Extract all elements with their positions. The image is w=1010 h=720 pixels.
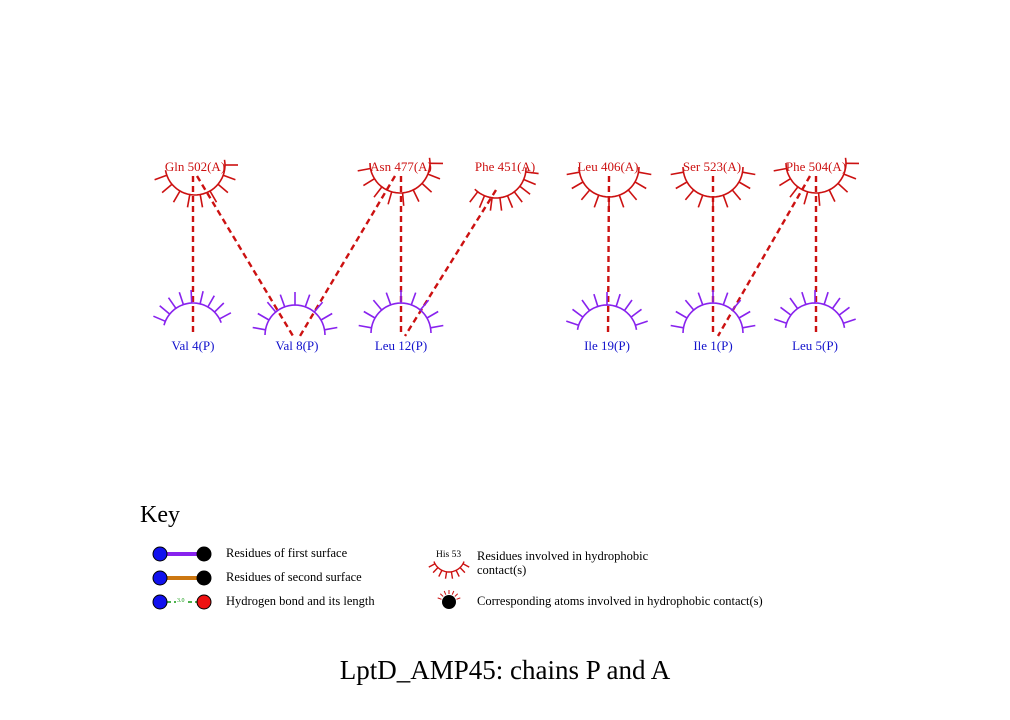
residue-label-a-2: Phe 451(A) bbox=[474, 159, 536, 174]
key-label-hydrogen-bond: Hydrogen bond and its length bbox=[226, 594, 375, 608]
residue-label-a-1: Asn 477(A) bbox=[370, 159, 432, 174]
key-label-second-surface: Residues of second surface bbox=[226, 570, 362, 584]
key-title: Key bbox=[140, 502, 180, 528]
hydrophobic-residue-icon bbox=[428, 561, 470, 579]
residue-label-a-4: Ser 523(A) bbox=[682, 159, 742, 174]
residue-arc-p-1 bbox=[252, 292, 338, 336]
residue-label-p-2: Leu 12(P) bbox=[374, 338, 428, 353]
chain-p-arcs bbox=[153, 289, 856, 336]
residue-label-p-4: Ile 1(P) bbox=[693, 338, 733, 353]
hydrophobic-contact-line bbox=[716, 175, 812, 337]
residue-label-a-3: Leu 406(A) bbox=[577, 159, 639, 174]
residue-arc-a-3 bbox=[566, 166, 652, 210]
diagram-title: LptD_AMP45: chains P and A bbox=[339, 655, 671, 685]
residue-arc-a-2 bbox=[469, 167, 539, 211]
key-icons bbox=[152, 546, 470, 610]
residue-arc-p-2 bbox=[358, 290, 444, 334]
hydrophobic-contact-line bbox=[403, 189, 498, 337]
residue-arc-p-3 bbox=[566, 292, 648, 330]
residue-arc-a-5 bbox=[773, 157, 860, 206]
first-surface-bond-icon bbox=[152, 546, 212, 562]
residue-arc-p-5 bbox=[774, 290, 856, 328]
residue-label-a-0: Gln 502(A) bbox=[164, 159, 226, 174]
residue-label-a-5: Phe 504(A) bbox=[785, 159, 847, 174]
residue-label-p-0: Val 4(P) bbox=[171, 338, 215, 353]
hydrophobic-contact-line bbox=[606, 175, 611, 337]
residue-arc-a-1 bbox=[357, 157, 444, 206]
key-label-hydrophobic-atom: Corresponding atoms involved in hydropho… bbox=[477, 594, 763, 608]
key-example-residue: His 53 bbox=[436, 550, 462, 560]
hydrophobic-atom-icon bbox=[437, 590, 461, 609]
residue-label-p-3: Ile 19(P) bbox=[584, 338, 630, 353]
key-label-hydrophobic-residue: Residues involved in hydrophobic contact… bbox=[477, 549, 649, 578]
key-bond-length: 3.0 bbox=[176, 598, 186, 604]
key-label-first-surface: Residues of first surface bbox=[226, 546, 348, 560]
hydrophobic-contact-line bbox=[195, 175, 295, 337]
contact-lines bbox=[191, 175, 818, 337]
chain-a-arcs bbox=[154, 157, 860, 211]
residue-arc-a-4 bbox=[670, 166, 756, 210]
residue-label-p-5: Leu 5(P) bbox=[792, 338, 838, 353]
residue-arc-p-0 bbox=[153, 289, 232, 326]
residue-label-p-1: Val 8(P) bbox=[275, 338, 319, 353]
residue-arc-p-4 bbox=[670, 290, 756, 334]
residue-arc-a-0 bbox=[154, 159, 238, 208]
second-surface-bond-icon bbox=[152, 570, 212, 586]
